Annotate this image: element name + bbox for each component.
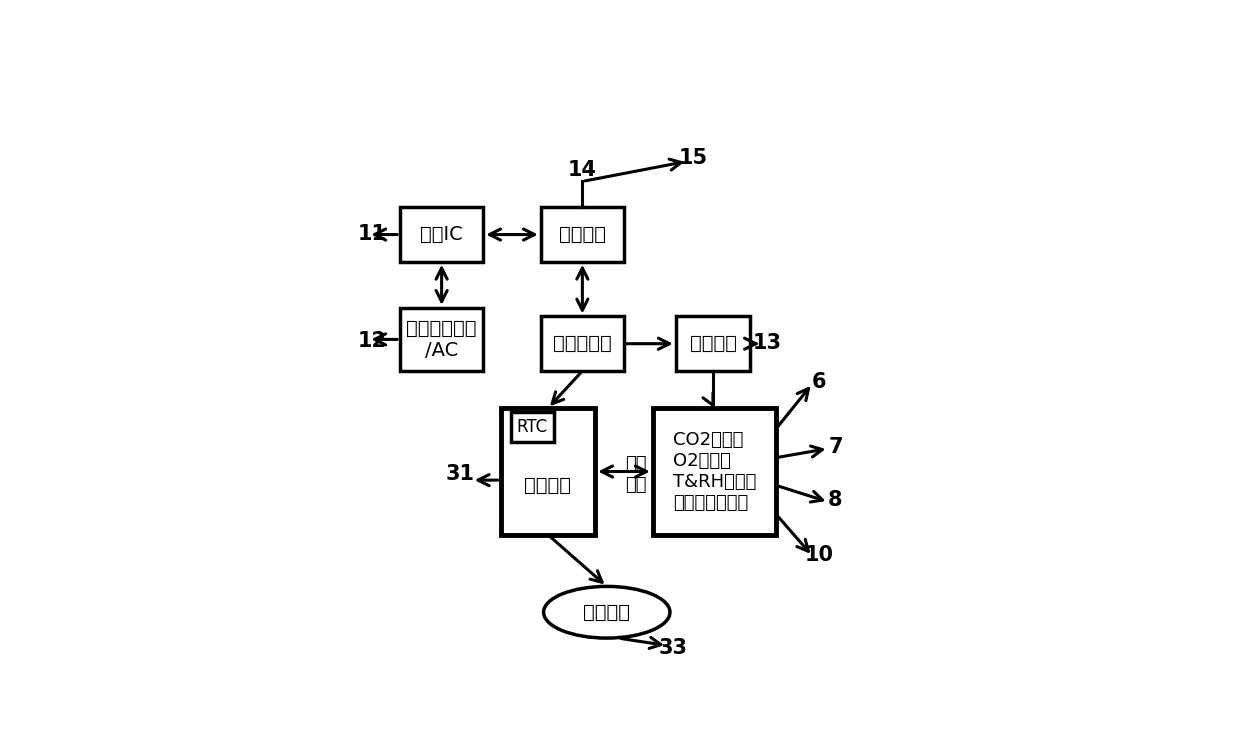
Text: 31: 31 xyxy=(446,464,475,484)
FancyBboxPatch shape xyxy=(511,412,554,442)
Text: 8: 8 xyxy=(828,490,843,510)
Text: 二次电池: 二次电池 xyxy=(559,225,606,244)
Text: 6: 6 xyxy=(812,372,827,392)
Text: 充电IC: 充电IC xyxy=(420,225,463,244)
Text: 电压调节器: 电压调节器 xyxy=(553,334,611,353)
FancyBboxPatch shape xyxy=(401,308,484,371)
Text: 13: 13 xyxy=(753,333,782,354)
FancyBboxPatch shape xyxy=(652,408,776,535)
FancyBboxPatch shape xyxy=(676,316,750,371)
Text: 7: 7 xyxy=(828,437,843,457)
FancyBboxPatch shape xyxy=(401,207,484,262)
Text: 33: 33 xyxy=(658,638,687,658)
Text: RTC: RTC xyxy=(517,418,548,436)
Text: 串行
链路: 串行 链路 xyxy=(625,455,646,494)
Text: 14: 14 xyxy=(568,160,598,180)
Text: 微处理器: 微处理器 xyxy=(525,477,572,495)
Text: 一次电池: 一次电池 xyxy=(689,334,737,353)
Text: 15: 15 xyxy=(678,148,708,169)
Text: 10: 10 xyxy=(805,545,833,565)
Text: 12: 12 xyxy=(358,331,387,351)
FancyBboxPatch shape xyxy=(501,408,595,535)
Text: 11: 11 xyxy=(358,225,387,244)
Text: 太阳能电池板
/AC: 太阳能电池板 /AC xyxy=(407,319,477,360)
FancyBboxPatch shape xyxy=(541,316,624,371)
FancyBboxPatch shape xyxy=(541,207,624,262)
Text: CO2传感器
O2传感器
T&RH传感器
光照强度传感器: CO2传感器 O2传感器 T&RH传感器 光照强度传感器 xyxy=(673,431,756,512)
Text: 通信网络: 通信网络 xyxy=(583,603,630,621)
Ellipse shape xyxy=(543,586,670,638)
